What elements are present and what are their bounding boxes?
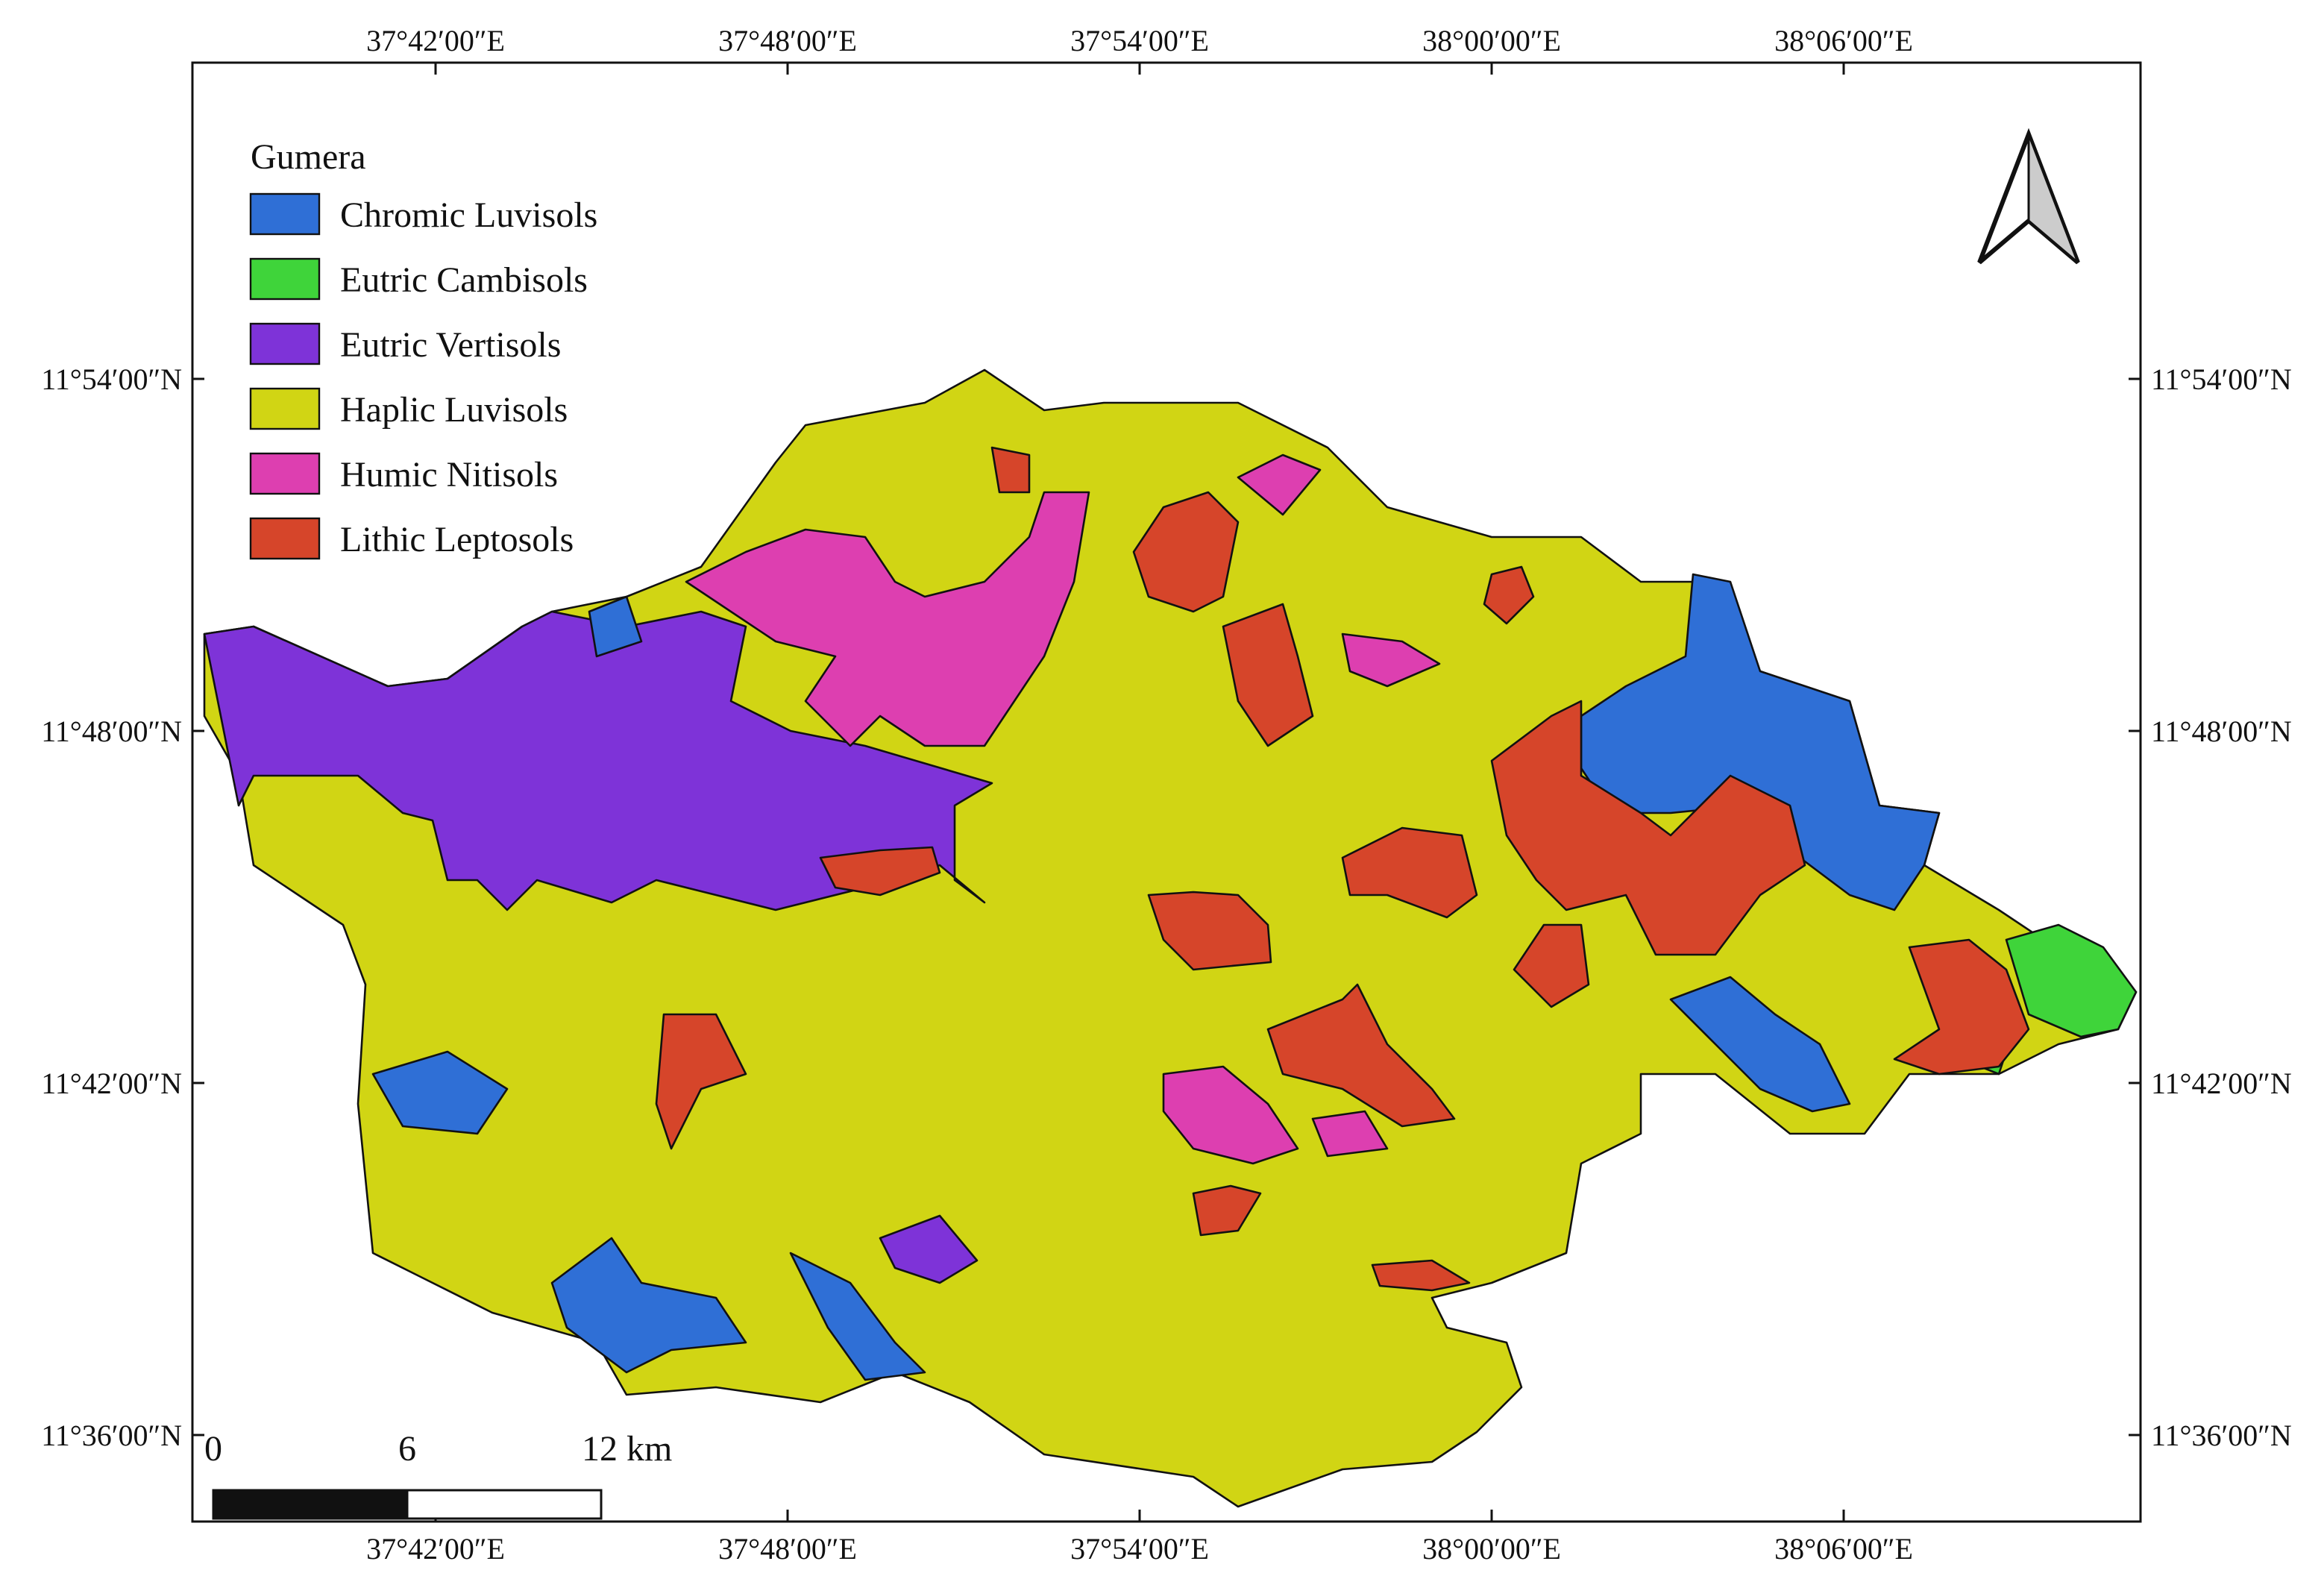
legend-swatch <box>249 322 321 365</box>
legend: Gumera Chromic Luvisols Eutric Cambisols E… <box>249 137 597 560</box>
chromic-luvisols-area <box>1580 573 1941 911</box>
legend-label: Lithic Leptosols <box>340 520 574 559</box>
y-tick-label: 11°54′00″N <box>2151 362 2292 396</box>
y-tick-label: 11°48′00″N <box>41 715 182 748</box>
soil-map <box>203 368 2138 1508</box>
scale-bar: 0 6 12 km <box>204 1429 672 1520</box>
humic-nitisols-area <box>1162 1065 1299 1165</box>
lithic-leptosols-area <box>990 446 1031 494</box>
x-tick-label: 38°06′00″E <box>1774 1532 1913 1566</box>
legend-swatch <box>249 192 321 236</box>
humic-nitisols-area <box>1341 632 1441 688</box>
chromic-luvisols-area <box>588 595 643 658</box>
x-tick-label: 37°42′00″E <box>366 24 505 57</box>
x-tick-label: 37°42′00″E <box>366 1532 505 1566</box>
legend-label: Chromic Luvisols <box>340 195 597 235</box>
y-tick-label: 11°48′00″N <box>2151 715 2292 748</box>
lithic-leptosols-area <box>1893 938 2030 1076</box>
eutric-vertisols-area <box>203 610 993 911</box>
y-tick-label: 11°42′00″N <box>2151 1067 2292 1100</box>
legend-swatch <box>249 257 321 301</box>
lithic-leptosols-area <box>1147 891 1272 971</box>
y-tick-label: 11°36′00″N <box>2151 1419 2292 1452</box>
legend-label: Eutric Vertisols <box>340 325 561 365</box>
chromic-luvisols-area <box>1669 976 1851 1113</box>
legend-items: Chromic Luvisols Eutric Cambisols Eutric V… <box>249 192 597 560</box>
y-tick-label: 11°42′00″N <box>41 1067 182 1100</box>
x-tick-label: 37°54′00″E <box>1070 1532 1209 1566</box>
lithic-leptosols-area <box>1222 603 1314 747</box>
lithic-leptosols-area <box>1266 983 1456 1128</box>
x-tick-label: 38°00′00″E <box>1422 1532 1561 1566</box>
x-tick-label: 38°06′00″E <box>1774 24 1913 57</box>
lithic-leptosols-area <box>1483 565 1535 625</box>
lithic-leptosols-area <box>1192 1184 1262 1237</box>
lithic-leptosols-area <box>1490 700 1806 956</box>
legend-swatch <box>249 517 321 560</box>
legend-label: Humic Nitisols <box>340 455 558 494</box>
lithic-leptosols-area <box>1513 923 1590 1008</box>
y-tick-label: 11°36′00″N <box>41 1419 182 1452</box>
eutric-cambisols-area <box>2005 923 2138 1038</box>
legend-swatch <box>249 452 321 495</box>
x-tick-label: 37°48′00″E <box>718 1532 857 1566</box>
lithic-leptosols-area <box>1341 826 1478 919</box>
scale-label: 12 km <box>582 1429 672 1469</box>
humic-nitisols-area <box>1237 453 1322 516</box>
north-arrow <box>1977 128 2080 265</box>
scale-label: 0 <box>204 1429 222 1469</box>
legend-label: Eutric Cambisols <box>340 260 588 300</box>
lithic-leptosols-area <box>1132 491 1240 613</box>
legend-label: Haplic Luvisols <box>340 390 568 430</box>
x-tick-label: 37°48′00″E <box>718 24 857 57</box>
scale-label: 6 <box>398 1429 416 1469</box>
coordinate-ticks: 37°42′00″E 37°42′00″E 37°48′00″E 37°48′00″E… <box>41 24 2292 1566</box>
humic-nitisols-area <box>685 491 1090 747</box>
chromic-luvisols-area <box>550 1237 747 1374</box>
chromic-luvisols-area <box>789 1252 926 1381</box>
x-tick-label: 37°54′00″E <box>1070 24 1209 57</box>
lithic-leptosols-area <box>655 1013 747 1150</box>
legend-swatch <box>249 387 321 430</box>
x-tick-label: 38°00′00″E <box>1422 24 1561 57</box>
lithic-leptosols-area <box>819 846 941 897</box>
chromic-luvisols-area <box>371 1050 509 1135</box>
y-tick-label: 11°54′00″N <box>41 362 182 396</box>
humic-nitisols-area <box>1311 1110 1389 1158</box>
map-frame <box>191 61 2142 1523</box>
eutric-vertisols-area <box>879 1214 979 1284</box>
legend-title: Gumera <box>251 137 366 177</box>
lithic-leptosols-area <box>1371 1259 1471 1292</box>
